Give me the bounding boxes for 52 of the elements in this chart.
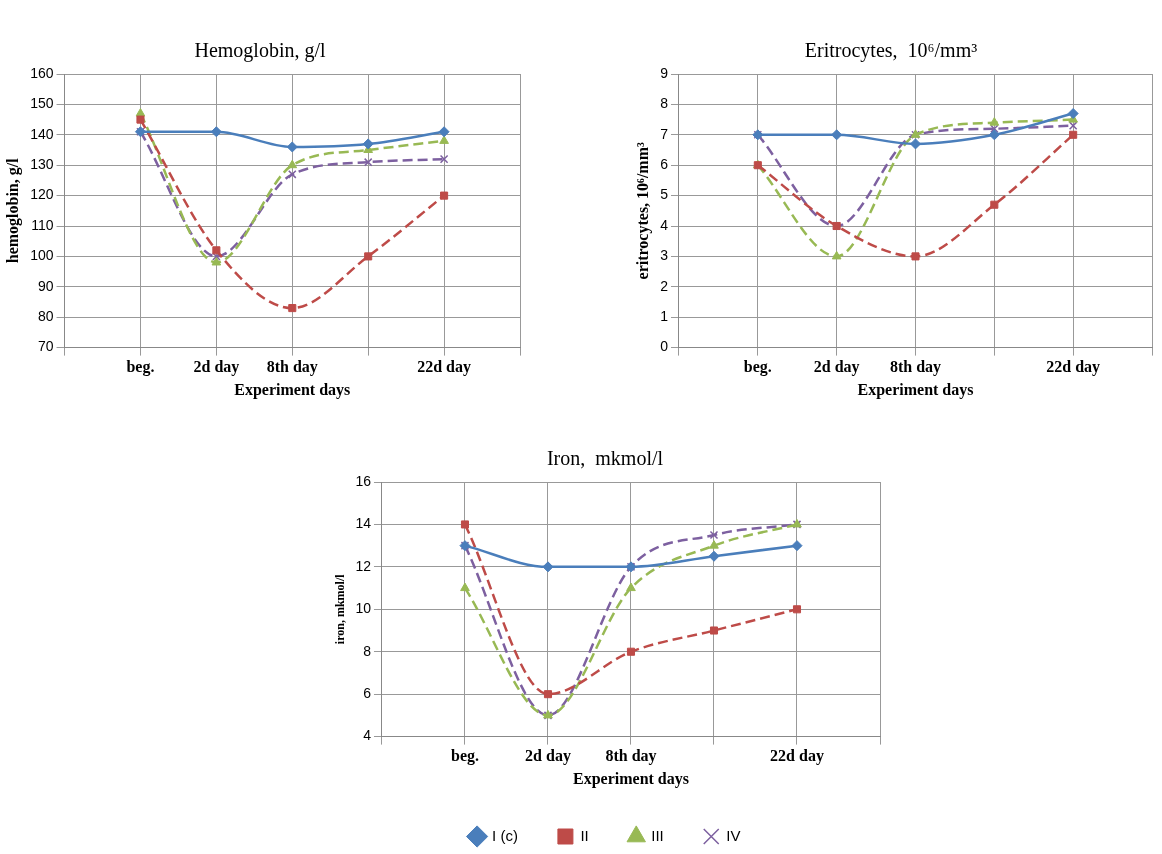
y-tick-label: 80	[37, 308, 54, 325]
x-axis-title: Experiment days	[857, 380, 974, 399]
y-axis-title: eritrocytes, 10⁶/mm³	[633, 141, 652, 280]
x-axis-title: Experiment days	[572, 769, 689, 788]
legend-label: II	[580, 826, 589, 844]
x-tick-label: beg.	[126, 358, 155, 377]
y-tick-label: 140	[30, 125, 54, 142]
y-tick-label: 6	[660, 156, 669, 173]
x-tick-label: 8th day	[266, 358, 318, 377]
y-tick-label: 120	[30, 186, 54, 203]
x-tick-label: 22d day	[1046, 358, 1101, 377]
y-tick-label: 160	[30, 64, 54, 81]
legend-label: I (c)	[492, 826, 518, 844]
x-tick-label: 2d day	[813, 358, 860, 377]
y-tick-label: 0	[660, 338, 669, 355]
y-tick-label: 1	[660, 308, 669, 325]
y-tick-label: 70	[37, 338, 54, 355]
y-tick-label: 9	[660, 64, 669, 81]
legend-label: III	[651, 826, 664, 844]
y-tick-label: 110	[31, 216, 54, 233]
y-axis-title: hemoglobin, g/l	[3, 157, 22, 264]
x-tick-label: 2d day	[193, 358, 240, 377]
legend-label: IV	[726, 826, 741, 844]
y-tick-label: 130	[30, 156, 54, 173]
chart-title: Eritrocytes, 10⁶/mm³	[804, 39, 978, 63]
y-axis-title: iron, mkmol/l	[333, 573, 348, 645]
chart-title: Iron, mkmol/l	[546, 447, 664, 470]
y-tick-label: 14	[355, 515, 372, 532]
y-tick-label: 16	[355, 472, 372, 489]
x-tick-label: 8th day	[605, 747, 657, 766]
chart-title: Hemoglobin, g/l	[194, 39, 326, 63]
y-tick-label: 90	[37, 277, 54, 294]
x-tick-label: beg.	[450, 747, 479, 766]
y-tick-label: 150	[30, 95, 54, 112]
y-tick-label: 12	[355, 557, 372, 574]
x-tick-label: 8th day	[889, 358, 942, 377]
x-tick-label: 22d day	[417, 358, 471, 377]
x-axis-title: Experiment days	[234, 380, 351, 399]
x-tick-label: 22d day	[770, 747, 824, 766]
y-tick-label: 8	[363, 642, 372, 659]
y-tick-label: 10	[355, 600, 372, 617]
y-tick-label: 6	[363, 685, 372, 702]
y-tick-label: 3	[660, 247, 669, 264]
x-tick-label: beg.	[743, 358, 772, 377]
y-tick-label: 4	[660, 216, 669, 233]
x-tick-label: 2d day	[525, 747, 571, 766]
y-tick-label: 100	[30, 247, 54, 264]
y-tick-label: 2	[660, 277, 669, 294]
y-tick-label: 4	[363, 727, 372, 744]
y-tick-label: 5	[660, 186, 669, 203]
y-tick-label: 8	[660, 95, 669, 112]
y-tick-label: 7	[660, 125, 669, 142]
